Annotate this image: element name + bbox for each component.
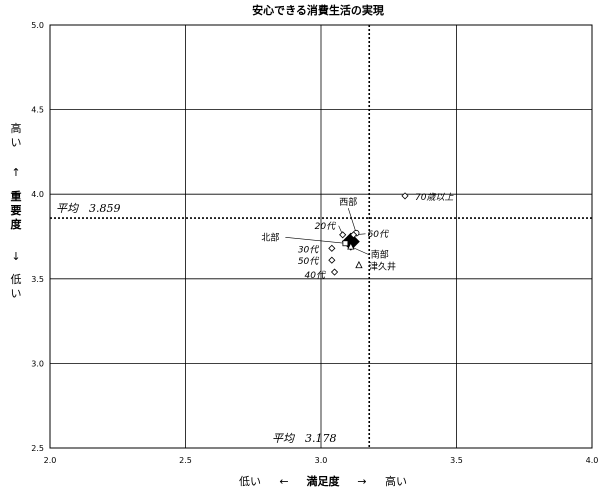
leader-1 [347, 208, 357, 234]
x-label-high: 高い [385, 474, 407, 488]
y-label-name-3: 度 [11, 217, 23, 231]
point-label-2: 20代 [315, 221, 336, 232]
point-label-4: 北部 [261, 231, 279, 243]
leader-6 [350, 246, 369, 255]
point-0 [401, 192, 409, 200]
y-tick-3: 4.0 [31, 190, 44, 199]
y-label-high-2: い [11, 136, 22, 149]
point-label-0: 70歳以上 [415, 192, 454, 203]
x-tick-3: 3.5 [450, 456, 463, 465]
point-label-9: 40代 [305, 270, 326, 281]
point-5 [328, 244, 336, 252]
x-tick-2: 3.0 [315, 456, 328, 465]
leader-lines [285, 208, 369, 255]
y-label-name-2: 要 [11, 204, 22, 217]
y-tick-1: 3.0 [31, 359, 44, 368]
y-tick-0: 2.5 [31, 444, 44, 453]
point-label-7: 50代 [298, 256, 319, 267]
y-label-low-1: 低 [11, 273, 22, 286]
x-label-low: 低い [239, 475, 261, 488]
point-label-5: 30代 [298, 244, 319, 255]
x-tick-4: 4.0 [586, 456, 599, 465]
x-label-arrow-right: → [357, 475, 366, 488]
point-label-3: 60代 [368, 229, 389, 240]
y-label-high-1: 高 [11, 121, 22, 135]
point-labels: 70歳以上 西部 20代 60代 北部 30代 南部 50代 津久井 40代 [261, 192, 454, 281]
plot-area [49, 24, 593, 449]
y-label-low-2: い [11, 287, 22, 300]
point-2 [339, 231, 347, 239]
point-4 [342, 240, 349, 247]
x-tick-1: 2.5 [179, 456, 192, 465]
x-axis-label: 低い ← 満足度 → 高い [239, 474, 407, 488]
tick-labels: 2.0 2.5 3.0 3.5 4.02.53.03.54.04.55.0 [31, 21, 598, 465]
point-7 [328, 256, 336, 264]
y-tick-2: 3.5 [31, 275, 44, 284]
point-6 [347, 242, 355, 250]
data-points [328, 192, 409, 276]
y-label-arrow-down: ↓ [11, 250, 20, 263]
y-tick-5: 5.0 [31, 21, 44, 30]
x-label-name: 満足度 [307, 474, 341, 488]
grid [49, 24, 593, 449]
chart-title: 安心できる消費生活の実現 [252, 3, 384, 17]
y-label-arrow-up: ↑ [11, 166, 20, 179]
avg-y-label: 平均 3.859 [56, 202, 121, 215]
y-label-name-1: 重 [11, 189, 22, 203]
point-label-1: 西部 [339, 196, 357, 208]
average-lines [50, 25, 592, 448]
leader-4 [285, 236, 346, 244]
x-label-arrow-left: ← [279, 475, 288, 488]
y-axis-label: 高 い ↑ 重 要 度 ↓ 低 い [11, 121, 23, 300]
point-label-6: 南部 [371, 249, 389, 261]
y-tick-4: 4.5 [31, 106, 44, 115]
point-8 [355, 260, 363, 269]
point-label-8: 津久井 [369, 260, 396, 272]
point-3 [349, 231, 358, 239]
point-9 [330, 268, 339, 276]
x-tick-0: 2.0 [44, 456, 57, 465]
avg-x-label: 平均 3.178 [272, 432, 337, 445]
